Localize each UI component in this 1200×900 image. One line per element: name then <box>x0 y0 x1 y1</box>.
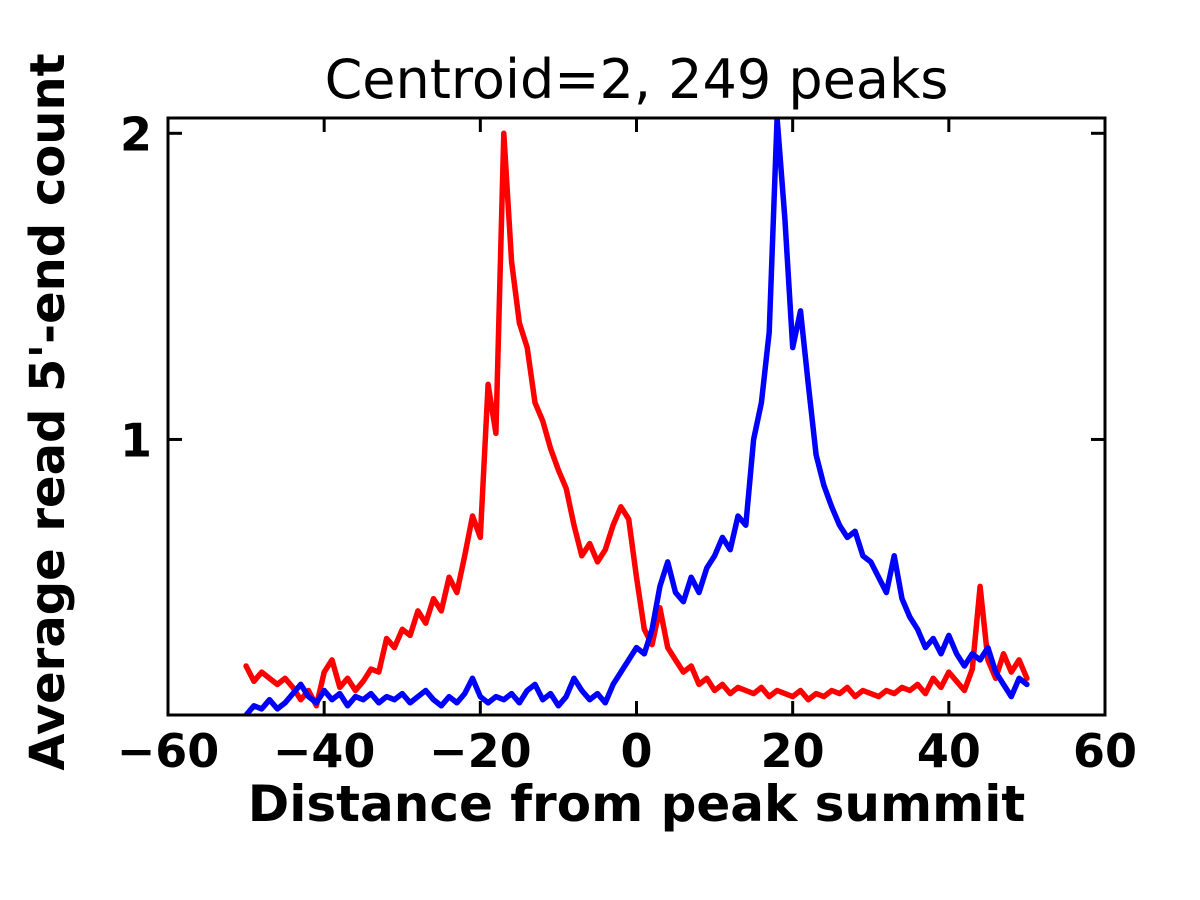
x-tick-label: −20 <box>429 724 532 778</box>
x-tick-label: −60 <box>117 724 220 778</box>
y-tick-label: 1 <box>120 413 152 467</box>
series-blue-line <box>243 118 1030 715</box>
series-red-line <box>243 130 1030 709</box>
y-tick-label: 2 <box>120 107 152 161</box>
axes-frame <box>166 116 1107 717</box>
x-tick-label: 40 <box>917 724 981 778</box>
x-tick-label: −40 <box>273 724 376 778</box>
x-tick-label: 60 <box>1073 724 1137 778</box>
x-tick-label: 20 <box>761 724 825 778</box>
x-tick-label: 0 <box>620 724 652 778</box>
x-axis-label: Distance from peak summit <box>247 775 1026 833</box>
chart-title: Centroid=2, 249 peaks <box>324 48 949 111</box>
